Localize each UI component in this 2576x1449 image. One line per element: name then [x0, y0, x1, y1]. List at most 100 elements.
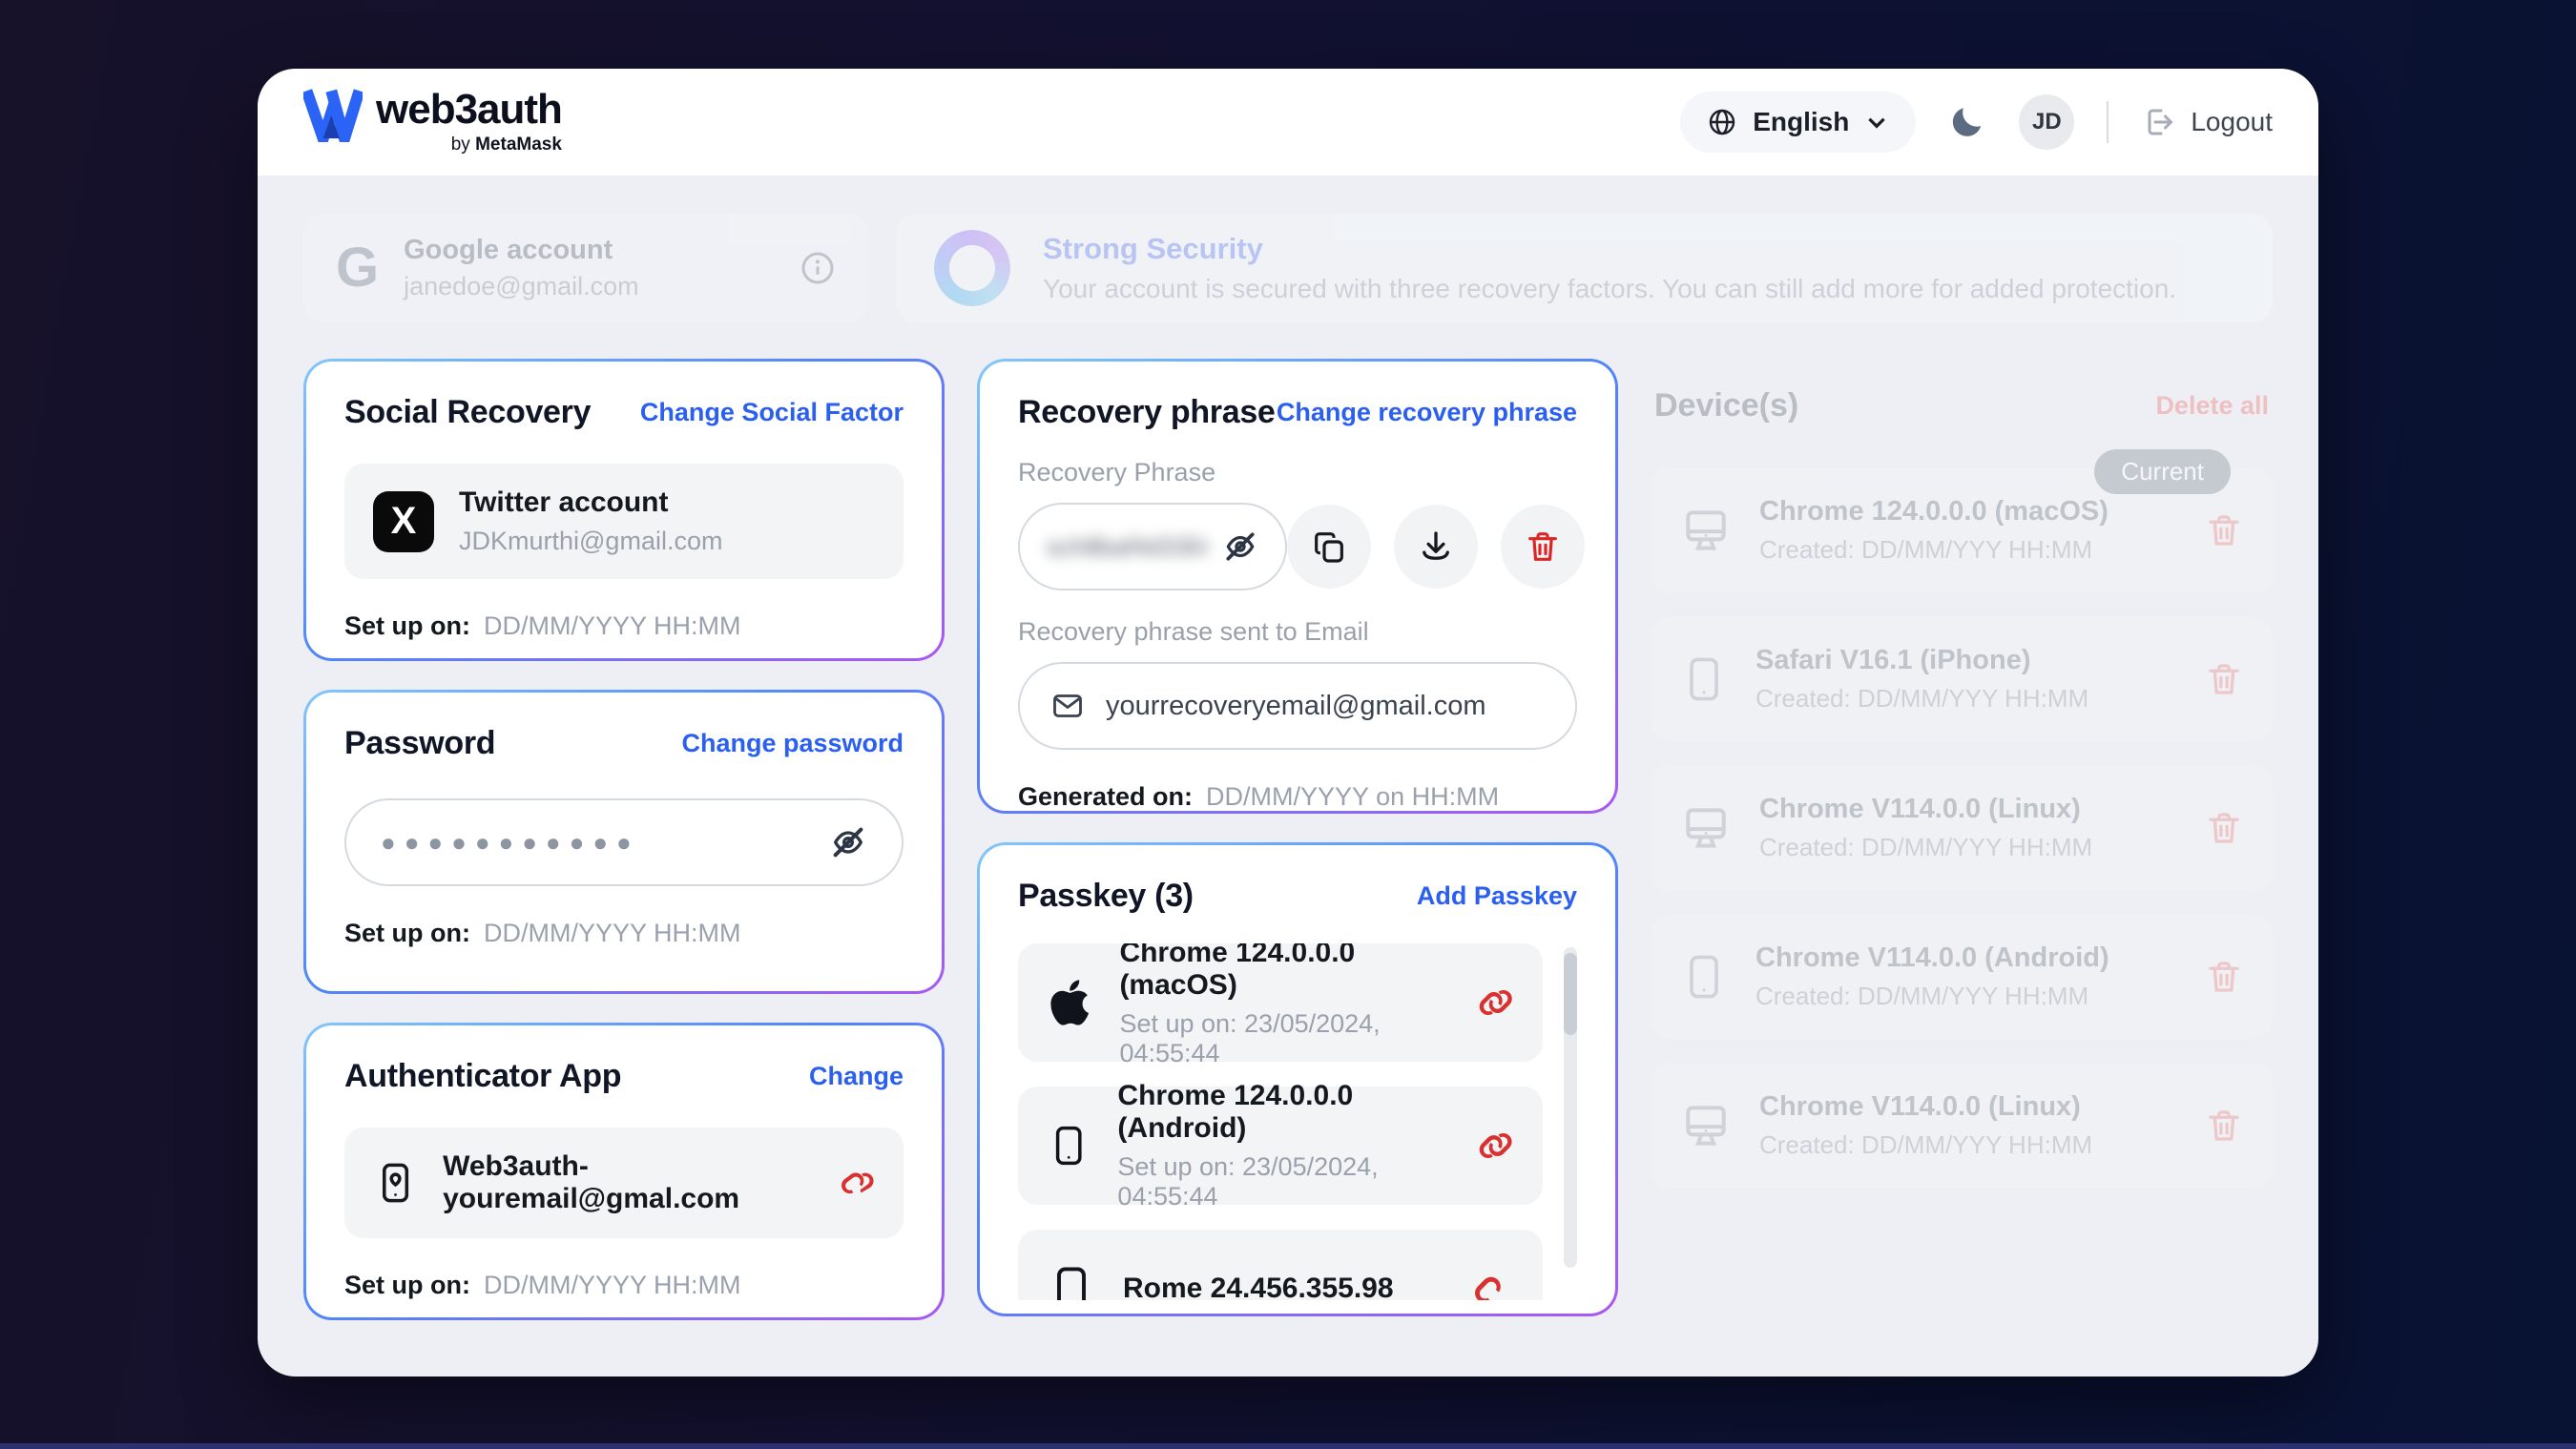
security-status-card: Strong Security Your account is secured … [896, 214, 2273, 322]
download-phrase-button[interactable] [1394, 505, 1478, 589]
language-selector[interactable]: English [1680, 92, 1917, 153]
copy-phrase-button[interactable] [1287, 505, 1371, 589]
link-icon[interactable] [1477, 982, 1514, 1024]
device-created: Created: DD/MM/YYY HH:MM [1755, 684, 2089, 713]
trash-icon[interactable] [2204, 510, 2244, 550]
eye-off-icon[interactable] [829, 823, 867, 861]
security-description: Your account is secured with three recov… [1043, 274, 2177, 303]
trash-icon[interactable] [2204, 957, 2244, 997]
twitter-account-email: JDKmurthi@gmail.com [459, 527, 723, 555]
passkey-name: Rome 24.456.355.98 [1123, 1273, 1394, 1300]
recovery-generated-on: Generated on: DD/MM/YYYY on HH:MM [1018, 782, 1500, 811]
page-bottom-accent [0, 1443, 2576, 1449]
authenticator-phone-icon [383, 1163, 409, 1203]
device-name: Chrome V114.0.0 (Linux) [1759, 794, 2081, 824]
device-row: Current Chrome 124.0.0.0 (macOS) Created… [1651, 449, 2273, 592]
passkey-name: Chrome 124.0.0.0 (macOS) [1119, 943, 1356, 1001]
phone-icon [1690, 955, 1718, 999]
device-created: Created: DD/MM/YYY HH:MM [1759, 1130, 2093, 1159]
web3auth-logo-icon [303, 89, 363, 142]
device-created: Created: DD/MM/YYY HH:MM [1755, 982, 2089, 1010]
phone-icon [1055, 1126, 1082, 1166]
password-masked-value: ●●●●●●●●●●● [381, 828, 640, 857]
passkey-name: Chrome 124.0.0.0 (Android) [1117, 1080, 1354, 1144]
trash-icon[interactable] [2204, 1106, 2244, 1146]
device-name: Chrome 124.0.0.0 (macOS) [1759, 496, 2109, 527]
chevron-down-icon [1868, 117, 1886, 129]
mail-icon [1053, 694, 1082, 717]
globe-icon [1710, 109, 1735, 135]
phone-icon [1690, 657, 1718, 701]
authenticator-card: Authenticator App Change Web3auth-yourem… [303, 1023, 945, 1320]
middle-column: Recovery phrase Change recovery phrase R… [977, 359, 1618, 1320]
device-name: Chrome V114.0.0 (Linux) [1759, 1091, 2081, 1122]
recovery-email-label: Recovery phrase sent to Email [1018, 617, 1369, 646]
devices-panel: Device(s) Delete all Current Chrome 124.… [1651, 359, 2273, 1320]
header-divider [2107, 101, 2109, 143]
dark-mode-toggle[interactable] [1948, 103, 1986, 141]
link-icon[interactable] [1477, 1125, 1514, 1167]
change-recovery-phrase-link[interactable]: Change recovery phrase [1276, 398, 1577, 426]
change-social-factor-link[interactable]: Change Social Factor [639, 398, 904, 426]
device-row: Safari V16.1 (iPhone) Created: DD/MM/YYY… [1651, 617, 2273, 741]
eye-off-icon[interactable] [1222, 528, 1258, 565]
unlink-icon[interactable] [840, 1162, 875, 1204]
logo-name: web3auth [376, 86, 563, 133]
desktop-icon [1686, 1106, 1726, 1146]
device-row: Chrome V114.0.0 (Linux) Created: DD/MM/Y… [1651, 1064, 2273, 1188]
device-created: Created: DD/MM/YYY HH:MM [1759, 535, 2093, 564]
password-input[interactable]: ●●●●●●●●●●● [344, 798, 904, 886]
link-icon[interactable] [1472, 1268, 1514, 1300]
delete-phrase-button[interactable] [1501, 505, 1585, 589]
recovery-phrase-title: Recovery phrase [1018, 394, 1276, 430]
header: web3auth by MetaMask English [258, 69, 2318, 176]
recovery-phrase-input[interactable]: sch8baf4d33049j... [1018, 503, 1287, 590]
provider-email: janedoe@gmail.com [404, 272, 639, 300]
change-authenticator-link[interactable]: Change [808, 1062, 904, 1090]
apple-icon [1050, 980, 1090, 1025]
change-password-link[interactable]: Change password [681, 729, 904, 757]
x-twitter-icon: X [373, 490, 434, 552]
security-title: Strong Security [1043, 232, 1263, 265]
passkey-row: Chrome 124.0.0.0 (Android) Set up on: 23… [1018, 1080, 1543, 1211]
add-passkey-link[interactable]: Add Passkey [1416, 881, 1577, 910]
app-window: web3auth by MetaMask English [258, 69, 2318, 1377]
recovery-phrase-label: Recovery Phrase [1018, 458, 1216, 486]
avatar-initials: JD [2032, 109, 2062, 135]
passkey-card: Passkey (3) Add Passkey Chrome 124.0.0.0… [977, 842, 1618, 1316]
passkey-row: Chrome 124.0.0.0 (macOS) Set up on: 23/0… [1018, 943, 1543, 1067]
device-row: Chrome V114.0.0 (Android) Created: DD/MM… [1651, 915, 2273, 1039]
left-column: Social Recovery Change Social Factor X T… [303, 359, 945, 1320]
passkey-setup: Set up on: 23/05/2024, 04:55:44 [1119, 1009, 1381, 1067]
passkey-setup: Set up on: 23/05/2024, 04:55:44 [1117, 1152, 1379, 1211]
device-name: Safari V16.1 (iPhone) [1755, 645, 2031, 675]
copy-icon [1315, 532, 1343, 563]
device-row: Chrome V114.0.0 (Linux) Created: DD/MM/Y… [1651, 766, 2273, 890]
twitter-account-row: X Twitter account JDKmurthi@gmail.com [344, 464, 904, 579]
desktop-icon [1686, 808, 1726, 848]
trash-icon[interactable] [2204, 808, 2244, 848]
passkey-scrollbar-thumb[interactable] [1564, 953, 1577, 1035]
passkey-list: Chrome 124.0.0.0 (macOS) Set up on: 23/0… [1018, 943, 1577, 1300]
account-banner: G Google account janedoe@gmail.com Stron… [303, 214, 2273, 322]
logo-subtitle: by MetaMask [450, 135, 562, 155]
logout-button[interactable]: Logout [2141, 105, 2273, 139]
provider-title: Google account [404, 235, 613, 265]
password-setup-on: Set up on: DD/MM/YYYY HH:MM [344, 919, 741, 947]
authenticator-account-row: Web3auth-youremail@gmal.com [344, 1128, 904, 1238]
recovery-phrase-masked: sch8baf4d33049j... [1047, 531, 1209, 561]
avatar[interactable]: JD [2019, 94, 2075, 150]
phone-icon [1057, 1267, 1086, 1300]
info-icon[interactable] [799, 249, 837, 287]
trash-icon[interactable] [2204, 659, 2244, 699]
password-card: Password Change password ●●●●●●●●●●● Set… [303, 690, 945, 994]
devices-title: Device(s) [1654, 387, 1799, 424]
download-icon [1423, 531, 1449, 560]
social-setup-on: Set up on: DD/MM/YYYY HH:MM [344, 611, 741, 640]
twitter-account-title: Twitter account [459, 486, 669, 518]
desktop-icon [1686, 510, 1726, 550]
device-name: Chrome V114.0.0 (Android) [1755, 942, 2109, 973]
recovery-email-input[interactable]: yourrecoveryemail@gmail.com [1018, 662, 1577, 750]
password-title: Password [344, 725, 496, 761]
delete-all-devices-link[interactable]: Delete all [2155, 391, 2269, 420]
